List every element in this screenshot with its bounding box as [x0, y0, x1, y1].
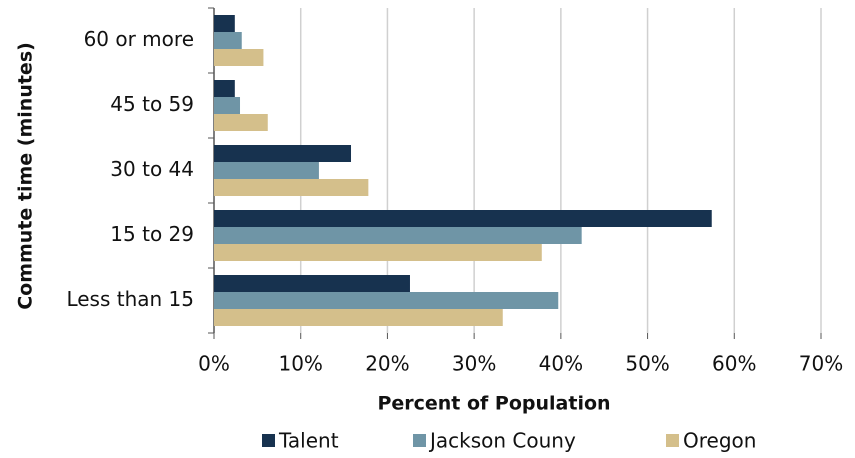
- legend-label: Jackson Couny: [428, 429, 576, 453]
- bar: [214, 97, 241, 114]
- bar: [214, 15, 235, 32]
- y-axis-title: Commute time (minutes): [15, 42, 37, 310]
- bar: [214, 80, 235, 97]
- legend-label: Oregon: [683, 429, 756, 453]
- bar: [214, 244, 542, 261]
- y-tick-label: 60 or more: [84, 27, 194, 51]
- legend-swatch: [413, 434, 426, 447]
- x-tick-label: 60%: [712, 352, 756, 376]
- x-tick-label: 0%: [198, 352, 230, 376]
- bar: [214, 145, 352, 162]
- x-tick-label: 30%: [452, 352, 496, 376]
- bar: [214, 275, 410, 292]
- bar: [214, 179, 369, 196]
- legend-label: Talent: [278, 429, 339, 453]
- x-tick-label: 20%: [365, 352, 409, 376]
- bar: [214, 292, 559, 309]
- x-axis-title: Percent of Population: [377, 393, 610, 415]
- x-tick-label: 10%: [278, 352, 322, 376]
- x-tick-label: 50%: [625, 352, 669, 376]
- bar: [214, 227, 582, 244]
- y-tick-label: 45 to 59: [110, 92, 194, 116]
- bar: [214, 49, 264, 66]
- bar: [214, 210, 712, 227]
- legend-swatch: [666, 434, 679, 447]
- x-tick-label: 70%: [799, 352, 843, 376]
- bar: [214, 114, 268, 131]
- x-tick-label: 40%: [539, 352, 583, 376]
- legend-swatch: [262, 434, 275, 447]
- y-tick-label: 30 to 44: [110, 157, 194, 181]
- bar: [214, 162, 319, 179]
- bar: [214, 32, 242, 49]
- y-tick-label: 15 to 29: [110, 222, 194, 246]
- bar: [214, 309, 503, 326]
- y-tick-label: Less than 15: [66, 287, 194, 311]
